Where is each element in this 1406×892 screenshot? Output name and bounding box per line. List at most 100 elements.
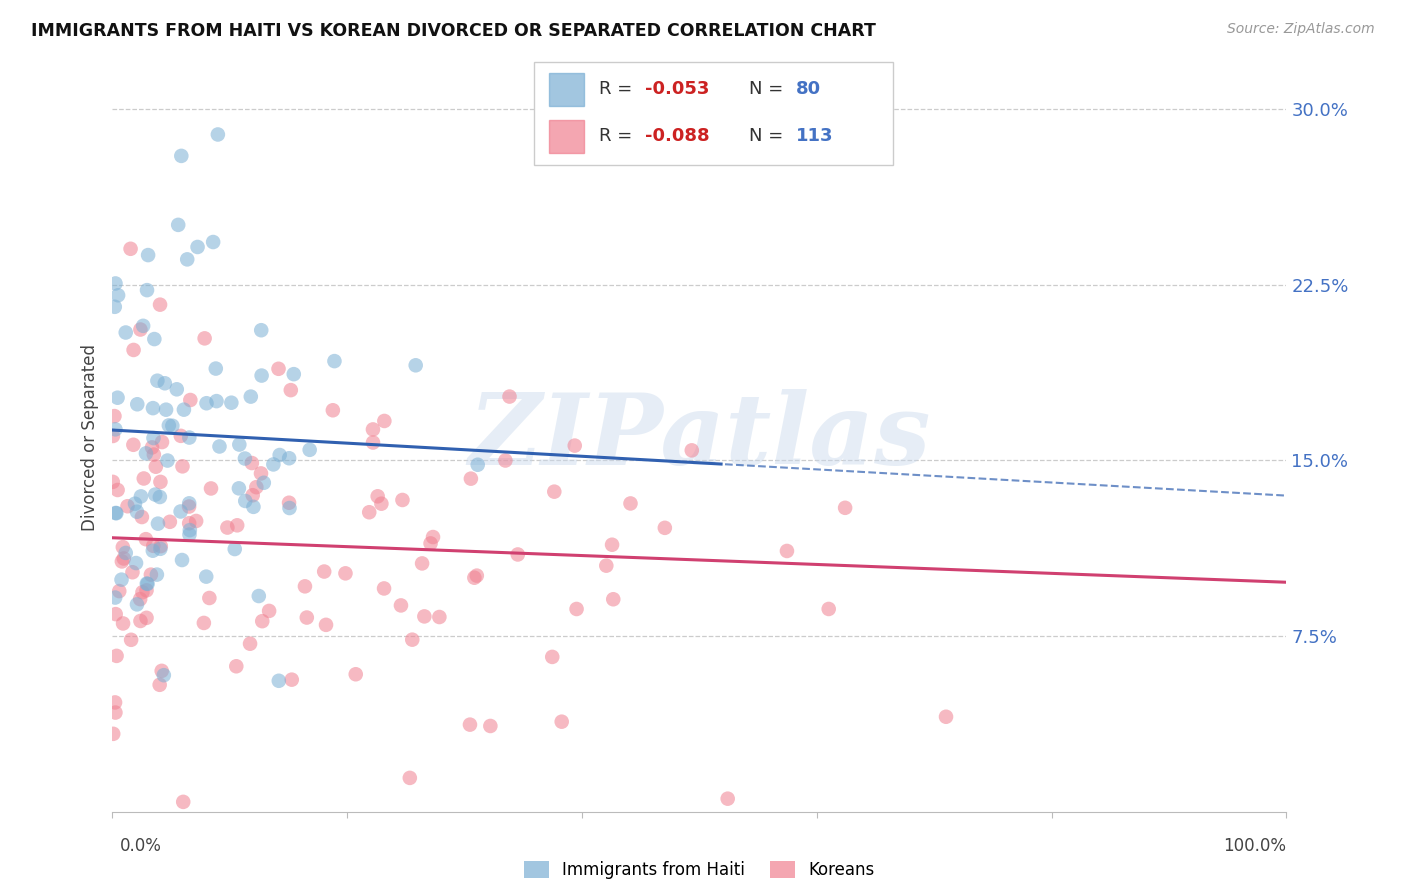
Point <box>239 637 262 651</box>
Point <box>295 610 318 624</box>
Point <box>146 374 169 388</box>
Point <box>228 481 250 495</box>
Point <box>247 589 270 603</box>
Point <box>479 719 502 733</box>
Point <box>267 361 290 376</box>
Point <box>122 438 145 452</box>
Text: N =: N = <box>749 127 789 145</box>
Point <box>129 322 152 336</box>
Point <box>422 530 444 544</box>
Point <box>595 558 617 573</box>
Point <box>619 496 641 510</box>
Point <box>564 439 586 453</box>
Point <box>179 527 201 541</box>
Point <box>465 568 488 582</box>
Point <box>344 667 367 681</box>
Point <box>173 402 195 417</box>
Point <box>429 610 451 624</box>
Point <box>149 475 172 489</box>
Point <box>129 489 152 503</box>
Point <box>257 604 280 618</box>
Point <box>177 500 200 514</box>
Point <box>226 518 249 533</box>
Point <box>233 451 256 466</box>
Point <box>142 448 165 462</box>
Point <box>681 443 703 458</box>
Point <box>269 448 291 462</box>
Point <box>817 602 839 616</box>
Point <box>401 632 423 647</box>
Point <box>135 576 157 591</box>
Point <box>117 500 139 514</box>
Point <box>250 323 273 337</box>
Point <box>155 402 177 417</box>
Point <box>153 668 176 682</box>
Point <box>179 431 201 445</box>
Point <box>361 435 384 450</box>
Point <box>187 240 209 254</box>
Point <box>654 521 676 535</box>
Point <box>131 585 153 599</box>
Point <box>565 602 588 616</box>
Point <box>252 614 274 628</box>
Point <box>250 467 273 481</box>
Point <box>176 252 198 267</box>
Point <box>104 300 127 314</box>
Point <box>278 496 301 510</box>
Point <box>834 500 856 515</box>
Point <box>179 496 201 510</box>
Point <box>200 482 222 496</box>
Point <box>323 354 346 368</box>
Point <box>262 458 284 472</box>
Point <box>166 382 188 396</box>
Point <box>142 401 165 416</box>
Point <box>145 459 167 474</box>
Point <box>602 592 624 607</box>
Point <box>281 673 304 687</box>
Text: -0.088: -0.088 <box>645 127 710 145</box>
Point <box>204 361 226 376</box>
Point <box>157 418 180 433</box>
Point <box>361 422 384 436</box>
Point <box>124 497 146 511</box>
Point <box>111 540 134 554</box>
Point <box>370 497 392 511</box>
Point <box>389 599 412 613</box>
Point <box>136 248 159 262</box>
Point <box>149 298 172 312</box>
Text: -0.053: -0.053 <box>645 79 710 97</box>
Point <box>239 390 262 404</box>
Point <box>242 488 264 502</box>
Point <box>142 543 165 558</box>
Point <box>125 556 148 570</box>
Point <box>105 648 128 663</box>
Point <box>172 795 194 809</box>
Point <box>228 437 250 451</box>
Point <box>104 706 127 720</box>
Point <box>150 664 173 678</box>
Point <box>101 475 124 489</box>
Point <box>411 557 433 571</box>
Point <box>225 659 247 673</box>
Point <box>294 579 316 593</box>
Text: 0.0%: 0.0% <box>120 837 162 855</box>
Point <box>217 520 239 534</box>
Point <box>179 392 201 407</box>
Point <box>107 288 129 302</box>
Point <box>278 451 301 466</box>
Point <box>717 791 740 805</box>
Point <box>250 368 273 383</box>
Point <box>240 456 263 470</box>
Point <box>121 566 143 580</box>
Point <box>132 471 155 485</box>
Point <box>135 532 157 546</box>
Point <box>224 542 246 557</box>
Point <box>125 505 148 519</box>
Point <box>195 396 218 410</box>
Point <box>314 565 336 579</box>
Point <box>179 523 201 537</box>
Point <box>104 506 127 520</box>
Point <box>156 453 179 467</box>
Point <box>104 277 127 291</box>
Point <box>198 591 221 605</box>
